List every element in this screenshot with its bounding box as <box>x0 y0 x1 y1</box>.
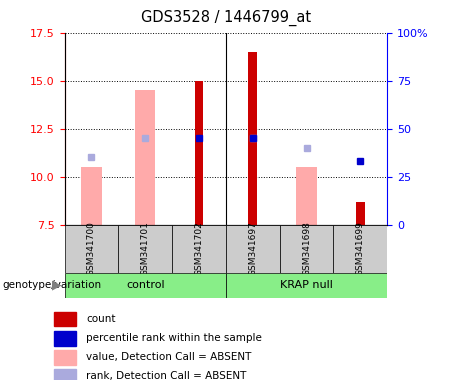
FancyBboxPatch shape <box>226 225 280 273</box>
Bar <box>356 202 365 225</box>
Text: GSM341702: GSM341702 <box>195 221 203 276</box>
Text: genotype/variation: genotype/variation <box>2 280 101 290</box>
Text: rank, Detection Call = ABSENT: rank, Detection Call = ABSENT <box>86 371 247 381</box>
Text: control: control <box>126 280 165 290</box>
Bar <box>135 90 155 225</box>
Bar <box>81 167 101 225</box>
Text: percentile rank within the sample: percentile rank within the sample <box>86 333 262 343</box>
Text: GSM341700: GSM341700 <box>87 221 96 276</box>
Bar <box>195 81 203 225</box>
FancyBboxPatch shape <box>65 225 118 273</box>
FancyBboxPatch shape <box>118 225 172 273</box>
Bar <box>53 312 76 326</box>
Text: ▶: ▶ <box>52 278 61 291</box>
Text: value, Detection Call = ABSENT: value, Detection Call = ABSENT <box>86 352 252 362</box>
Text: GSM341698: GSM341698 <box>302 221 311 276</box>
Bar <box>53 350 76 365</box>
Bar <box>296 167 317 225</box>
Text: GSM341701: GSM341701 <box>141 221 150 276</box>
Text: GDS3528 / 1446799_at: GDS3528 / 1446799_at <box>141 10 311 26</box>
FancyBboxPatch shape <box>65 273 226 298</box>
Text: count: count <box>86 314 116 324</box>
Bar <box>248 52 257 225</box>
Bar <box>53 369 76 384</box>
Text: KRAP null: KRAP null <box>280 280 333 290</box>
Bar <box>53 331 76 346</box>
FancyBboxPatch shape <box>172 225 226 273</box>
FancyBboxPatch shape <box>333 225 387 273</box>
FancyBboxPatch shape <box>280 225 333 273</box>
Text: GSM341697: GSM341697 <box>248 221 257 276</box>
FancyBboxPatch shape <box>226 273 387 298</box>
Text: GSM341699: GSM341699 <box>356 221 365 276</box>
